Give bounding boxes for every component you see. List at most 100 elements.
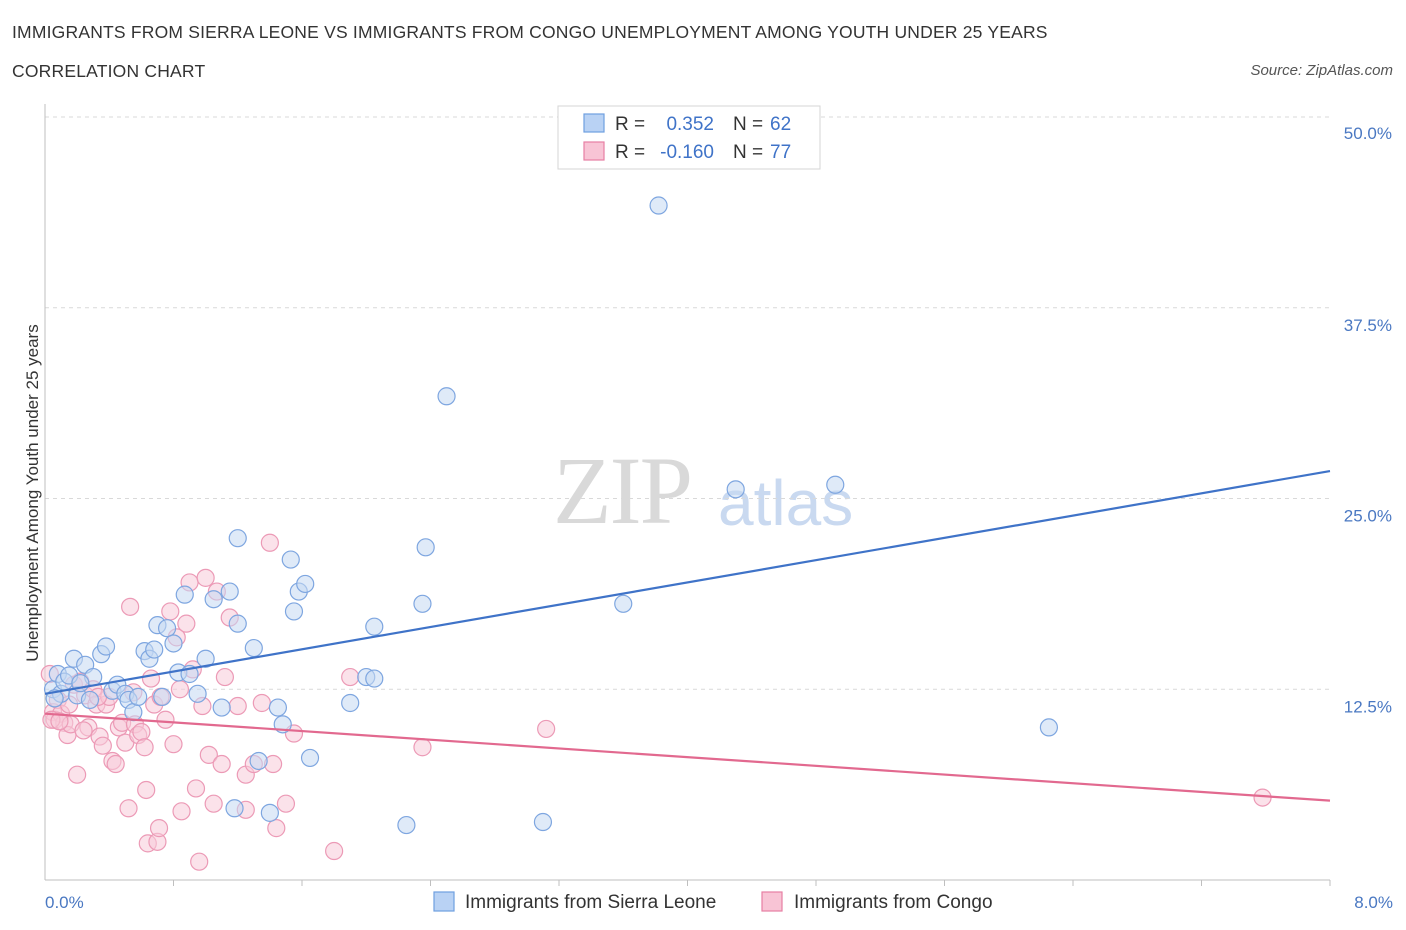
congo-point — [119, 799, 138, 818]
sierra-leone-point — [244, 638, 263, 658]
y-tick-label: 37.5% — [1344, 316, 1392, 335]
congo-point — [196, 568, 215, 587]
sierra-leone-point — [129, 687, 148, 706]
congo-point — [186, 779, 206, 798]
sierra-leone-point — [164, 634, 183, 653]
trend-lines — [44, 469, 1331, 802]
sierra-leone-point — [220, 582, 239, 601]
congo-point — [267, 819, 286, 838]
sierra-leone-point — [268, 698, 288, 717]
sierra-leone-point — [212, 698, 231, 717]
sierra-leone-point — [296, 574, 315, 594]
congo-point — [149, 819, 169, 838]
congo-point — [1253, 788, 1272, 807]
sierra-leone-point — [437, 387, 456, 406]
sierra-leone-point — [726, 480, 745, 499]
sierra-leone-point — [413, 594, 432, 613]
sierra-leone-point — [533, 812, 553, 832]
chart-title: IMMIGRANTS FROM SIERRA LEONE VS IMMIGRAN… — [12, 22, 1048, 42]
trend-line-sierra-leone — [44, 469, 1331, 695]
sierra-leone-point — [124, 703, 143, 722]
sierra-leone-point — [204, 590, 223, 609]
sierra-leone-point — [225, 799, 244, 818]
sierra-leone-point — [96, 637, 116, 656]
congo-point — [132, 722, 151, 742]
sierra-leone-point — [365, 617, 384, 636]
congo-point — [135, 738, 154, 757]
congo-point — [106, 754, 125, 774]
y-tick-label: 50.0% — [1344, 124, 1392, 143]
congo-point — [537, 719, 556, 739]
tick-labels: 12.5% 25.0% 37.5% 50.0% 0.0% 8.0% — [45, 124, 1393, 912]
sierra-leone-point — [228, 614, 247, 633]
legend-n-label: N = — [733, 142, 763, 163]
sierra-leone-point — [826, 475, 845, 494]
congo-point — [260, 533, 279, 552]
y-axis-title: Unemployment Among Youth under 25 years — [23, 324, 42, 661]
source-label: Source: ZipAtlas.com — [1250, 62, 1393, 79]
legend-n-value-congo: 77 — [770, 142, 791, 163]
axes — [44, 104, 1331, 886]
sierra-leone-point — [157, 619, 177, 638]
congo-point — [199, 745, 218, 764]
chart-subtitle: CORRELATION CHART — [12, 61, 206, 81]
legend-n-value-sierra-leone: 62 — [770, 114, 791, 135]
legend-swatch-sierra-leone — [583, 113, 605, 133]
watermark-zip: ZIP — [553, 437, 691, 544]
sierra-leone-point — [614, 594, 633, 613]
congo-point — [276, 794, 296, 813]
congo-point — [93, 736, 112, 755]
congo-point — [212, 754, 231, 774]
sierra-leone-point — [260, 803, 279, 822]
sierra-leone-point — [45, 689, 64, 708]
congo-point — [177, 614, 196, 633]
legend-r-label: R = — [615, 114, 645, 135]
sierra-leone-point — [649, 196, 668, 215]
legend-swatch-congo — [583, 141, 605, 161]
sierra-leone-points — [43, 196, 1059, 835]
congo-point — [215, 667, 234, 687]
sierra-leone-point — [175, 585, 194, 604]
congo-point — [121, 597, 140, 616]
sierra-leone-point — [300, 748, 320, 768]
congo-point — [172, 802, 191, 821]
congo-point — [341, 667, 360, 687]
congo-point — [252, 693, 271, 713]
x-tick-label-min: 0.0% — [45, 893, 84, 912]
top-legend: R = 0.352 N = 62 R = -0.160 N = 77 — [557, 105, 821, 170]
sierra-leone-point — [80, 690, 100, 710]
sierra-leone-point — [1039, 718, 1059, 737]
congo-point — [228, 696, 247, 716]
sierra-leone-point — [188, 684, 207, 703]
grid-lines — [45, 116, 1330, 690]
congo-point — [156, 710, 175, 729]
sierra-leone-point — [397, 815, 416, 835]
legend-n-label: N = — [733, 114, 763, 135]
sierra-leone-point — [196, 649, 215, 668]
congo-point — [204, 794, 223, 813]
bottom-legend-label-congo: Immigrants from Congo — [794, 892, 993, 913]
congo-point — [325, 841, 344, 861]
x-tick-label-max: 8.0% — [1354, 893, 1393, 912]
congo-point — [74, 721, 93, 740]
bottom-legend: Immigrants from Sierra Leone Immigrants … — [433, 891, 993, 913]
sierra-leone-point — [281, 550, 300, 569]
sierra-leone-point — [249, 751, 268, 771]
congo-point — [413, 738, 432, 757]
legend-r-value-sierra-leone: 0.352 — [666, 114, 714, 135]
trend-line-congo — [44, 712, 1331, 802]
bottom-legend-swatch-congo — [761, 891, 783, 912]
sierra-leone-point — [341, 693, 360, 713]
legend-r-value-congo: -0.160 — [660, 142, 714, 163]
sierra-leone-point — [145, 640, 164, 659]
congo-point — [190, 852, 209, 871]
bottom-legend-label-sierra-leone: Immigrants from Sierra Leone — [465, 892, 716, 913]
y-tick-label: 12.5% — [1344, 697, 1392, 716]
sierra-leone-point — [228, 529, 247, 548]
congo-point — [170, 680, 190, 699]
sierra-leone-point — [284, 602, 304, 621]
sierra-leone-point — [416, 538, 435, 557]
bottom-legend-swatch-sierra-leone — [433, 891, 455, 912]
congo-point — [50, 712, 69, 731]
